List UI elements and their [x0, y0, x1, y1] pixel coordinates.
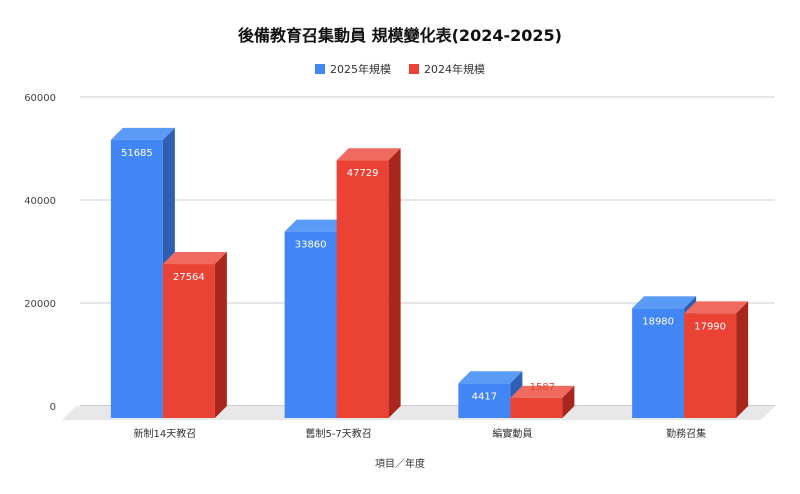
chart-title: 後備教育召集動員 規模變化表(2024-2025): [238, 26, 562, 45]
bar-side: [562, 385, 575, 418]
legend-item-2024[interactable]: 2024年規模: [409, 61, 485, 77]
bar-front: [510, 397, 563, 418]
bar-top: [110, 127, 175, 140]
bar-top: [632, 296, 697, 309]
data-label: 51685: [121, 148, 153, 159]
bar-side: [214, 252, 227, 418]
bar-top: [458, 371, 523, 384]
legend-swatch-2024: [409, 64, 419, 74]
bar-top: [510, 385, 575, 398]
legend-item-2025[interactable]: 2025年規模: [315, 61, 391, 77]
legend-label-2025: 2025年規模: [330, 63, 391, 76]
y-tick-label: 0: [50, 402, 56, 413]
data-label: 17990: [694, 321, 726, 332]
bar-side: [388, 148, 401, 418]
data-label: 18980: [642, 316, 674, 327]
x-tick-label: 編實動員: [492, 427, 532, 440]
bar-top: [336, 148, 401, 161]
bar-front: [284, 231, 337, 418]
y-tick-label: 20000: [24, 299, 56, 310]
bar-front: [162, 264, 215, 418]
x-axis-title: 項目／年度: [375, 459, 425, 470]
bar-top: [684, 301, 749, 314]
x-tick-label: 勤務召集: [666, 427, 706, 440]
legend-label-2024: 2024年規模: [424, 63, 485, 76]
bar-front: [458, 383, 511, 418]
chart-floor: [62, 406, 775, 420]
x-tick-label: 新制14天教召: [134, 427, 197, 440]
bar-top: [162, 252, 227, 265]
data-label: 47729: [347, 168, 379, 179]
data-label: 27564: [173, 272, 205, 283]
data-label: 1587: [530, 382, 555, 393]
bar-front: [110, 139, 163, 418]
data-label: 33860: [295, 240, 327, 251]
bar-side: [736, 301, 749, 418]
y-tick-label: 40000: [24, 196, 56, 207]
data-label: 4417: [472, 391, 497, 402]
bar-front: [684, 313, 737, 418]
y-tick-label: 60000: [24, 93, 56, 104]
legend-swatch-2025: [315, 64, 325, 74]
bar-front: [336, 160, 389, 418]
bar-front: [632, 308, 685, 418]
bar-top: [284, 219, 349, 232]
legend: 2025年規模 2024年規模: [0, 61, 800, 77]
x-tick-label: 舊制5-7天教召: [305, 427, 371, 440]
